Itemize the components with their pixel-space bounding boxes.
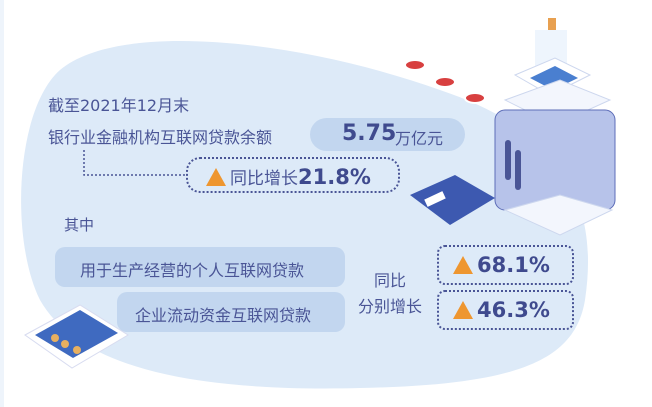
growth-box: 同比增长21.8%	[186, 157, 400, 193]
red-buttons	[404, 59, 486, 104]
yoy-label-line2: 分别增长	[358, 297, 423, 316]
growth-value: 46.3%	[477, 298, 550, 322]
breakdown-item-2: 企业流动资金互联网贷款	[117, 292, 345, 332]
up-triangle-icon	[453, 256, 473, 274]
left-edge	[0, 0, 4, 407]
up-triangle-icon	[453, 301, 473, 319]
growth-value: 68.1%	[477, 253, 550, 277]
growth-value: 21.8%	[298, 165, 371, 189]
growth-box-item-1: 68.1%	[437, 245, 574, 285]
balance-pill: 5.75 万亿元	[310, 118, 465, 151]
connector-dotted-line	[83, 150, 185, 176]
growth-label: 同比增长	[230, 169, 298, 189]
growth-box-item-2: 46.3%	[437, 290, 574, 330]
breakdown-heading: 其中	[64, 216, 95, 234]
server-illustration	[494, 18, 616, 236]
yoy-label-line1: 同比	[374, 271, 407, 290]
up-triangle-icon	[206, 168, 226, 186]
balance-value: 5.75	[342, 121, 397, 146]
balance-label: 银行业金融机构互联网贷款余额	[48, 128, 273, 147]
breakdown-item-1: 用于生产经营的个人互联网贷款	[55, 247, 345, 287]
tablet-illustration	[24, 304, 129, 369]
balance-unit: 万亿元	[395, 129, 444, 148]
breakdown-item-label: 用于生产经营的个人互联网贷款	[80, 261, 305, 280]
breakdown-item-label: 企业流动资金互联网贷款	[135, 306, 312, 325]
card-illustration	[410, 175, 495, 225]
date-label: 截至2021年12月末	[48, 96, 190, 115]
